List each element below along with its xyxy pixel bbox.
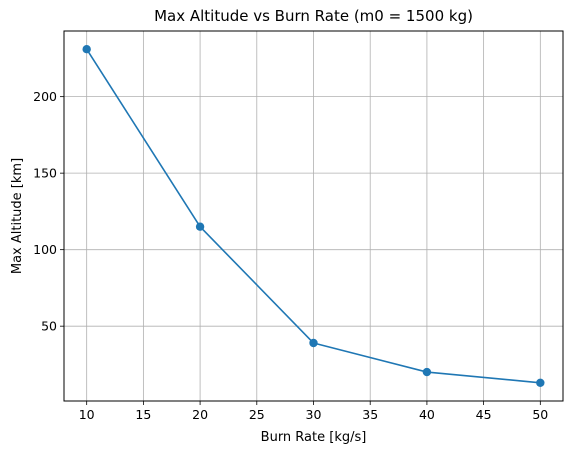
data-point [536,379,544,387]
data-point [82,45,90,53]
y-axis-label: Max Altitude [km] [10,158,25,274]
x-tick-label: 45 [476,407,492,422]
x-axis-label: Burn Rate [kg/s] [261,430,367,445]
x-tick-label: 10 [79,407,95,422]
x-tick-label: 25 [249,407,265,422]
x-tick-label: 40 [419,407,435,422]
data-point [309,339,317,347]
chart-title: Max Altitude vs Burn Rate (m0 = 1500 kg) [154,7,473,25]
x-tick-label: 35 [362,407,378,422]
data-point [423,368,431,376]
data-point [196,223,204,231]
x-tick-label: 30 [306,407,322,422]
tick-layer: 10 15 20 25 30 35 40 45 50 50 100 150 200 [33,89,548,422]
x-tick-label: 15 [135,407,151,422]
x-tick-label: 20 [192,407,208,422]
y-tick-label: 50 [41,319,57,334]
y-tick-label: 100 [33,242,57,257]
x-tick-label: 50 [532,407,548,422]
y-tick-label: 150 [33,166,57,181]
y-tick-label: 200 [33,89,57,104]
